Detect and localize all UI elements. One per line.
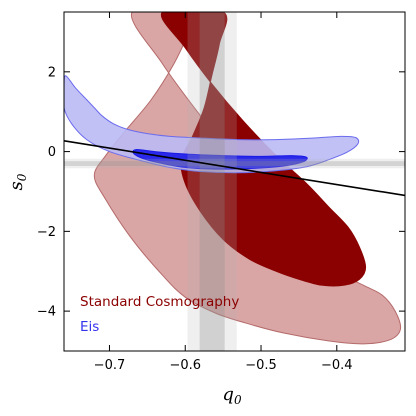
eis-inner-contour	[132, 149, 308, 170]
horizontal-band-inner	[64, 161, 405, 166]
x-tick-label: −0.6	[169, 358, 201, 373]
x-axis-label-subscript: 0	[234, 393, 242, 407]
y-axis-label-subscript: 0	[15, 173, 29, 181]
axis-ticks: −0.7 −0.6 −0.5 −0.4 2 0 −2 −4	[37, 12, 405, 373]
y-tick-label: −4	[37, 305, 56, 320]
x-tick-label: −0.5	[245, 358, 277, 373]
eis-outer-contour	[64, 75, 360, 174]
legend-entry-eis: Eis	[80, 319, 99, 335]
y-tick-label: −2	[37, 225, 56, 240]
x-axis-label: q0	[222, 384, 242, 407]
legend-entry-standard-cosmography: Standard Cosmography	[80, 294, 239, 310]
y-axis-label: s0	[6, 173, 29, 190]
x-tick-label: −0.7	[94, 358, 126, 373]
vertical-band-inner	[199, 12, 225, 351]
x-tick-label: −0.4	[321, 358, 353, 373]
plot-area	[64, 12, 405, 351]
y-tick-label: 0	[48, 145, 56, 160]
y-tick-label: 2	[48, 65, 56, 80]
horizontal-band-outer	[64, 158, 405, 169]
plot-frame	[63, 11, 406, 352]
vertical-band-outer	[187, 12, 237, 351]
reference-line	[64, 140, 405, 197]
